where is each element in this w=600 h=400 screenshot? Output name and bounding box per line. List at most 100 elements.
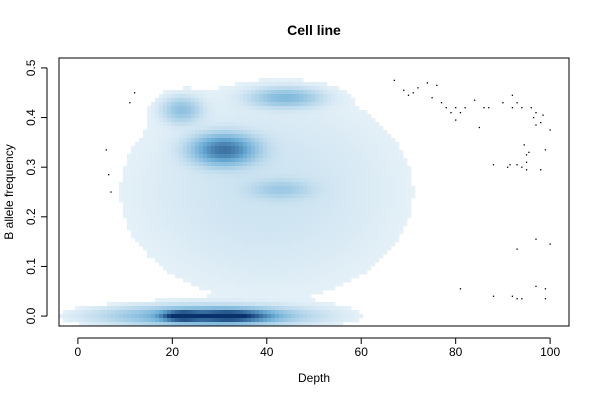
density-cell xyxy=(131,230,136,235)
density-cell xyxy=(135,310,140,315)
outlier-point xyxy=(507,166,509,168)
density-cell xyxy=(199,146,204,151)
density-cell xyxy=(335,254,340,259)
density-cell xyxy=(339,102,344,107)
density-cell xyxy=(267,154,272,159)
density-cell xyxy=(363,214,368,219)
density-cell xyxy=(279,182,284,187)
density-cell xyxy=(199,110,204,115)
density-cell xyxy=(231,158,236,163)
density-cell xyxy=(371,134,376,139)
density-cell xyxy=(171,230,176,235)
density-cell xyxy=(315,194,320,199)
density-cell xyxy=(379,138,384,143)
density-cell xyxy=(255,146,260,151)
density-cell xyxy=(347,210,352,215)
density-cell xyxy=(287,178,292,183)
density-cell xyxy=(263,298,268,303)
density-cell xyxy=(215,118,220,123)
density-cell xyxy=(231,142,236,147)
outlier-point xyxy=(540,121,542,124)
density-cell xyxy=(283,166,288,171)
outlier-point xyxy=(403,89,405,91)
density-cell xyxy=(99,318,104,323)
density-cell xyxy=(291,282,296,287)
density-cell xyxy=(115,302,120,307)
density-cell xyxy=(143,242,148,247)
density-cell xyxy=(323,142,328,147)
density-cell xyxy=(267,306,272,311)
density-cell xyxy=(279,250,284,255)
density-cell xyxy=(239,286,244,291)
density-cell xyxy=(351,262,356,267)
density-cell xyxy=(395,186,400,191)
density-cell xyxy=(199,142,204,147)
density-cell xyxy=(267,126,272,131)
density-cell xyxy=(323,214,328,219)
density-cell xyxy=(155,254,160,259)
density-cell xyxy=(159,190,164,195)
density-cell xyxy=(263,262,268,267)
density-cell xyxy=(319,134,324,139)
density-cell xyxy=(399,162,404,167)
density-cell xyxy=(279,210,284,215)
density-cell xyxy=(239,210,244,215)
density-cell xyxy=(147,238,152,243)
density-cell xyxy=(387,206,392,211)
density-cell xyxy=(207,270,212,275)
density-cell xyxy=(215,214,220,219)
density-cell xyxy=(259,166,264,171)
density-cell xyxy=(383,162,388,167)
density-cell xyxy=(207,138,212,143)
density-cell xyxy=(187,90,192,95)
density-cell xyxy=(327,254,332,259)
density-cell xyxy=(311,110,316,115)
density-cell xyxy=(287,202,292,207)
density-cell xyxy=(263,322,268,327)
density-cell xyxy=(323,302,328,307)
outlier-point xyxy=(532,116,535,119)
density-cell xyxy=(171,170,176,175)
density-cell xyxy=(163,134,168,139)
density-cell xyxy=(239,226,244,231)
density-cell xyxy=(179,202,184,207)
density-cell xyxy=(191,126,196,131)
density-cell xyxy=(323,106,328,111)
density-cell xyxy=(267,262,272,267)
density-cell xyxy=(295,130,300,135)
density-cell xyxy=(343,178,348,183)
density-cell xyxy=(311,202,316,207)
density-cell xyxy=(155,170,160,175)
density-cell xyxy=(211,170,216,175)
density-cell xyxy=(159,122,164,127)
density-cell xyxy=(211,90,216,95)
density-cell xyxy=(239,230,244,235)
density-cell xyxy=(403,222,408,227)
density-cell xyxy=(267,238,272,243)
density-cell xyxy=(275,314,280,319)
density-cell xyxy=(307,230,312,235)
density-cell xyxy=(203,222,208,227)
density-cell xyxy=(291,238,296,243)
density-cell xyxy=(187,278,192,283)
density-cell xyxy=(311,286,316,291)
density-cell xyxy=(327,90,332,95)
density-cell xyxy=(299,310,304,315)
density-cell xyxy=(163,246,168,251)
density-cell xyxy=(199,98,204,103)
density-cell xyxy=(139,310,144,315)
density-cell xyxy=(331,282,336,287)
density-cell xyxy=(203,226,208,231)
density-cell xyxy=(211,194,216,199)
density-cell xyxy=(371,210,376,215)
density-cell xyxy=(255,142,260,147)
density-cell xyxy=(175,158,180,163)
density-cell xyxy=(331,306,336,311)
density-cell xyxy=(247,250,252,255)
density-cell xyxy=(315,242,320,247)
density-cell xyxy=(215,290,220,295)
density-cell xyxy=(375,134,380,139)
density-cell xyxy=(291,154,296,159)
density-cell xyxy=(287,302,292,307)
density-cell xyxy=(387,170,392,175)
